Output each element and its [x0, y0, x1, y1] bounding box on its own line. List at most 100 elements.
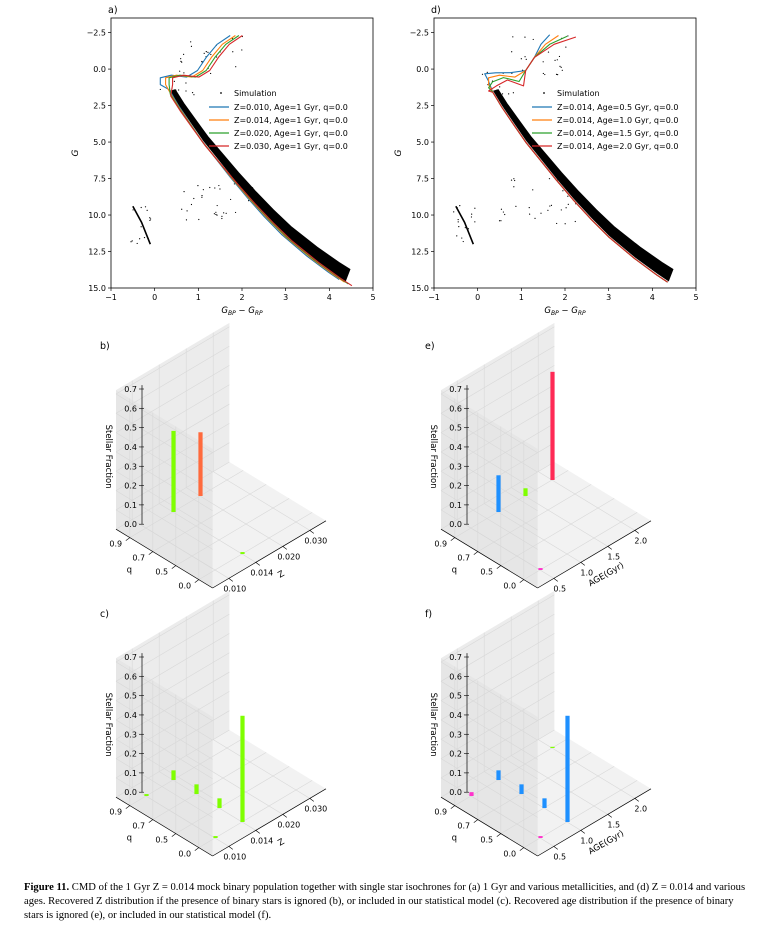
x-tick-label: 1.5	[607, 820, 620, 829]
y-tick	[519, 847, 524, 851]
figure: a)−1 0 1 2 3 4 5−2.50.02.55.07.510.012.515.0GB…	[71, 5, 699, 861]
simulation-point	[549, 205, 551, 207]
z-tick-label: 0.6	[124, 404, 137, 413]
z-tick-label: 0.0	[124, 520, 137, 529]
cmd-panel-a: a) −1 0 1 2 3 4 5 −2.5 0.0 2.5 5.0 7.5 10.0 12.5 15.0 GB…	[71, 5, 376, 317]
x-axis-label: GBP − GRP	[544, 306, 586, 317]
x-tick-label: 1.0	[580, 568, 593, 577]
isochrone-line-4	[170, 35, 353, 287]
grid-line	[440, 691, 555, 759]
legend-label-2: Z=0.014, Age=1 Gyr, q=0.0	[234, 116, 348, 125]
simulation-point	[542, 72, 544, 75]
y-tick	[450, 537, 455, 541]
x-tick	[309, 798, 314, 802]
y-tick-label: 0.0	[503, 582, 516, 591]
simulation-point	[178, 89, 180, 91]
simulation-point	[216, 214, 218, 216]
simulation-point	[146, 209, 148, 211]
bar	[213, 836, 218, 838]
simulation-point	[230, 198, 232, 201]
simulation-point	[132, 209, 134, 211]
grid-line	[132, 519, 229, 579]
x-tick	[255, 830, 260, 834]
simulation-point	[554, 59, 556, 62]
grid-line	[440, 326, 555, 395]
panel-label: f)	[425, 609, 432, 620]
simulation-point	[513, 178, 515, 180]
simulation-point	[474, 207, 476, 209]
simulation-point	[234, 211, 237, 214]
x-tick	[255, 562, 260, 566]
simulation-point	[210, 72, 212, 75]
x-axis-label: GBP − GRP	[221, 306, 263, 317]
caption-label: Figure 11.	[24, 882, 70, 893]
simulation-point	[561, 69, 563, 71]
grid-line	[129, 738, 244, 806]
x-tick-label: 2.0	[634, 536, 647, 545]
y-tick-label: 0.5	[155, 836, 168, 845]
y-tick-label: 2.5	[416, 102, 429, 111]
panel-label: b)	[100, 341, 110, 352]
legend-label-4: Z=0.030, Age=1 Gyr, q=0.0	[234, 142, 348, 151]
simulation-point	[458, 225, 460, 228]
x-axis-label: Z	[276, 569, 286, 581]
legend-label-3: Z=0.014, Age=1.5 Gyr, q=0.0	[557, 129, 678, 138]
z-tick-label: 0.3	[124, 462, 137, 471]
simulation-point	[185, 82, 187, 84]
z-tick-label: 0.2	[124, 482, 137, 491]
y-tick-label: 0.0	[93, 65, 106, 74]
simulation-point	[143, 236, 146, 239]
grid-line	[115, 594, 230, 663]
grid-line	[440, 633, 555, 701]
y-axis-label: q	[127, 834, 132, 844]
simulation-point	[209, 186, 211, 189]
axis-line	[440, 796, 538, 857]
bar	[496, 475, 501, 512]
simulation-point	[198, 218, 200, 221]
x-tick-label: 0.010	[223, 584, 246, 593]
bar3d-panel-c: c) 0.0 0.1 0.2 0.3 0.4 0.5 0.6 0.7 Stellar Fracti…	[100, 590, 327, 861]
x-tick-label: 2	[239, 293, 244, 302]
x-tick-label: 3	[283, 293, 288, 302]
simulation-point	[562, 190, 564, 192]
simulation-point	[558, 55, 561, 58]
y-tick	[450, 805, 455, 809]
x-tick-label: 1	[196, 293, 201, 302]
simulation-point	[239, 178, 241, 181]
simulation-point	[510, 179, 513, 181]
axis-pane	[116, 390, 213, 588]
x-tick	[607, 546, 612, 550]
z-tick-label: 0.1	[449, 769, 462, 778]
y-tick-label: 0.0	[178, 850, 191, 859]
grid-line	[115, 345, 230, 414]
grid-line	[500, 766, 615, 834]
y-tick-label: 0.9	[434, 808, 447, 817]
simulation-point	[515, 205, 517, 207]
x-tick-label: 0.010	[223, 852, 246, 861]
grid-line	[440, 671, 555, 740]
y-tick	[148, 819, 153, 823]
bar3d-panel-b: b) 0.0 0.1 0.2 0.3 0.4 0.5 0.6 0.7 Stellar Fracti…	[100, 322, 327, 593]
simulation-point	[149, 219, 151, 222]
x-tick	[580, 830, 585, 834]
simulation-point	[225, 212, 227, 214]
grid-line	[457, 787, 554, 847]
grid-line	[454, 738, 569, 806]
x-tick-label: 0.020	[277, 552, 300, 561]
simulation-point	[498, 220, 501, 222]
bar	[538, 836, 543, 838]
bar	[523, 488, 528, 496]
simulation-point	[175, 91, 177, 93]
simulation-point	[461, 237, 463, 239]
simulation-point	[464, 227, 466, 229]
simulation-point	[504, 213, 506, 216]
simulation-point	[183, 191, 185, 193]
simulation-point	[232, 51, 234, 53]
z-axis-label: Stellar Fraction	[428, 425, 438, 489]
y-tick-label: −2.5	[410, 29, 429, 38]
x-tick-label: 2.0	[634, 804, 647, 813]
axis-pane	[116, 658, 213, 856]
simulation-point	[495, 89, 498, 91]
simulation-point	[453, 211, 455, 213]
simulation-point	[459, 205, 461, 207]
